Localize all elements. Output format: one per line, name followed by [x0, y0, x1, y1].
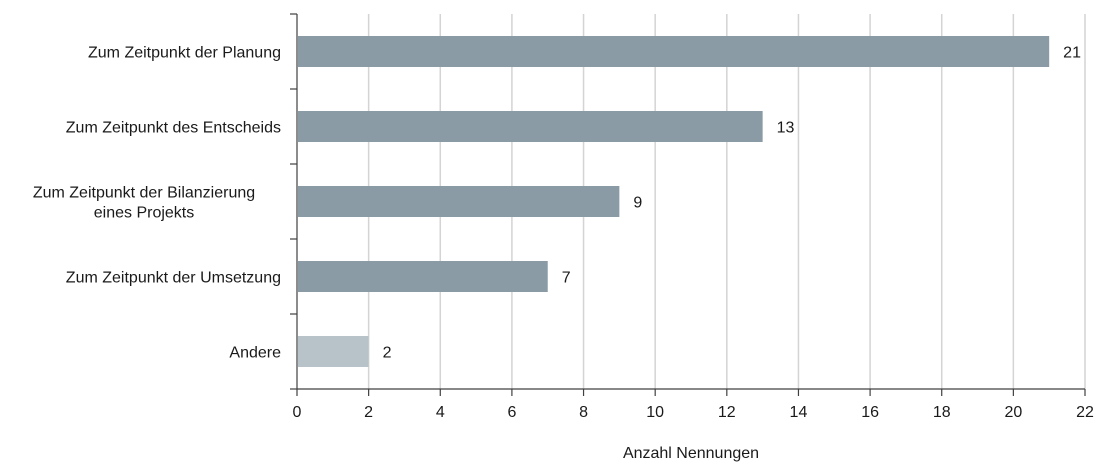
x-tick-label: 0: [293, 404, 302, 421]
bar: [298, 36, 1050, 67]
bar: [298, 336, 369, 367]
x-tick-label: 14: [790, 404, 808, 421]
x-tick-label: 10: [646, 404, 664, 421]
bar: [298, 111, 763, 142]
data-label: 2: [383, 345, 392, 362]
x-tick-label: 16: [861, 404, 879, 421]
data-labels: 21 13 9 7 2: [383, 45, 1081, 362]
x-tick-label: 4: [436, 404, 445, 421]
x-tick-label: 20: [1004, 404, 1022, 421]
data-label: 13: [777, 120, 795, 137]
category-label-line: eines Projekts: [94, 205, 195, 222]
data-label: 7: [562, 270, 571, 287]
category-label-line: Zum Zeitpunkt der Umsetzung: [66, 270, 281, 287]
x-tick-label: 12: [718, 404, 736, 421]
bars: [298, 36, 1050, 367]
category-label: Andere: [229, 345, 281, 362]
category-label: Zum Zeitpunkt der Umsetzung: [66, 270, 281, 287]
data-label: 9: [633, 195, 642, 212]
x-tick-label: 18: [933, 404, 951, 421]
bar: [298, 186, 620, 217]
category-label: Zum Zeitpunkt des Entscheids: [66, 120, 281, 137]
axes: [296, 14, 1085, 390]
category-label-line: Zum Zeitpunkt der Planung: [88, 45, 281, 62]
bar: [298, 261, 548, 292]
x-axis-ticks: 0 2 4 6 8 10 12 14 16 18 20 22: [293, 389, 1094, 421]
x-tick-label: 22: [1076, 404, 1094, 421]
category-label-line: Zum Zeitpunkt des Entscheids: [66, 120, 281, 137]
data-label: 21: [1063, 45, 1081, 62]
x-tick-label: 8: [579, 404, 588, 421]
x-tick-label: 6: [507, 404, 516, 421]
category-label: Zum Zeitpunkt der Planung: [88, 45, 281, 62]
x-tick-label: 2: [364, 404, 373, 421]
category-label-line: Zum Zeitpunkt der Bilanzierung: [33, 185, 255, 202]
category-labels: Zum Zeitpunkt der Planung Zum Zeitpunkt d…: [33, 45, 281, 362]
y-axis-ticks: [290, 13, 297, 390]
category-label: Zum Zeitpunkt der Bilanzierung eines Proj…: [33, 185, 255, 222]
gridlines: [367, 14, 1086, 389]
category-label-line: Andere: [229, 345, 281, 362]
x-axis-title: Anzahl Nennungen: [623, 445, 759, 462]
